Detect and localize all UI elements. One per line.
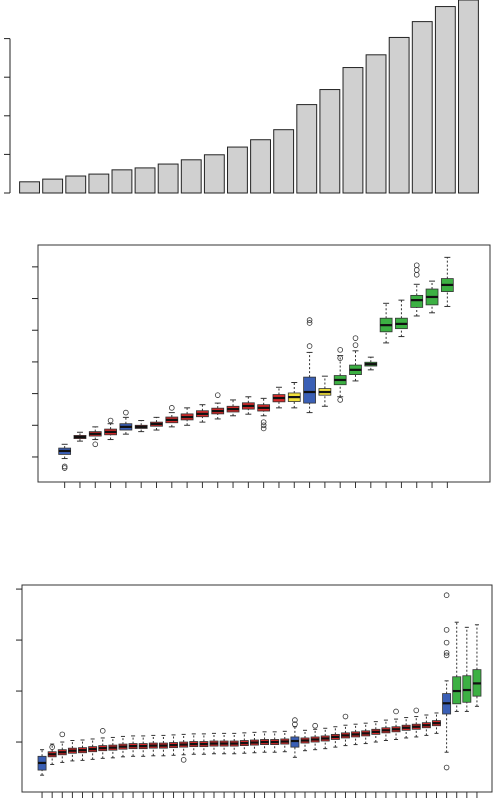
bar bbox=[342, 67, 364, 194]
bar bbox=[296, 104, 318, 194]
outlier bbox=[352, 342, 359, 348]
box bbox=[303, 376, 316, 404]
outlier bbox=[180, 757, 187, 763]
box bbox=[410, 294, 424, 308]
outlier bbox=[337, 355, 343, 361]
bar bbox=[434, 6, 456, 194]
outlier bbox=[337, 397, 343, 403]
outlier bbox=[306, 343, 313, 349]
outlier bbox=[443, 652, 450, 659]
bar bbox=[180, 159, 202, 194]
outlier bbox=[443, 592, 450, 598]
outlier bbox=[59, 731, 66, 738]
plot-frame bbox=[37, 244, 491, 483]
outlier bbox=[61, 465, 68, 471]
outlier bbox=[352, 335, 359, 341]
outlier bbox=[49, 744, 55, 750]
outlier bbox=[413, 262, 420, 269]
outlier bbox=[260, 419, 267, 425]
outlier bbox=[306, 317, 313, 323]
bar bbox=[365, 54, 387, 194]
outlier bbox=[260, 422, 267, 429]
outlier bbox=[292, 717, 298, 723]
bar bbox=[388, 36, 410, 194]
bar bbox=[42, 178, 64, 194]
outlier bbox=[443, 650, 450, 656]
outlier bbox=[443, 764, 450, 771]
outlier bbox=[260, 425, 267, 432]
outlier bbox=[337, 347, 343, 353]
outlier bbox=[214, 392, 221, 398]
bar bbox=[250, 139, 271, 194]
outlier bbox=[123, 409, 129, 416]
outlier bbox=[443, 627, 450, 633]
bar bbox=[134, 167, 156, 194]
outlier bbox=[312, 722, 318, 729]
outlier bbox=[292, 721, 298, 727]
outlier bbox=[393, 708, 399, 715]
bar bbox=[111, 169, 133, 194]
bar bbox=[88, 173, 110, 194]
outlier bbox=[99, 728, 106, 734]
outlier bbox=[92, 441, 99, 448]
bar bbox=[157, 163, 179, 194]
bar bbox=[319, 89, 341, 194]
outlier bbox=[107, 417, 114, 424]
outlier bbox=[413, 707, 420, 714]
bar bbox=[203, 154, 225, 194]
outlier bbox=[413, 271, 420, 278]
outlier bbox=[306, 320, 313, 326]
bar bbox=[19, 181, 40, 194]
outlier bbox=[342, 713, 349, 720]
bar bbox=[273, 129, 295, 194]
outlier bbox=[61, 463, 68, 470]
bar bbox=[65, 175, 87, 194]
bar bbox=[227, 146, 248, 194]
outlier bbox=[169, 405, 175, 411]
bar bbox=[411, 21, 433, 194]
bar bbox=[458, 0, 479, 194]
outlier bbox=[443, 639, 450, 646]
outlier bbox=[413, 267, 420, 273]
plot-frame bbox=[21, 584, 493, 793]
